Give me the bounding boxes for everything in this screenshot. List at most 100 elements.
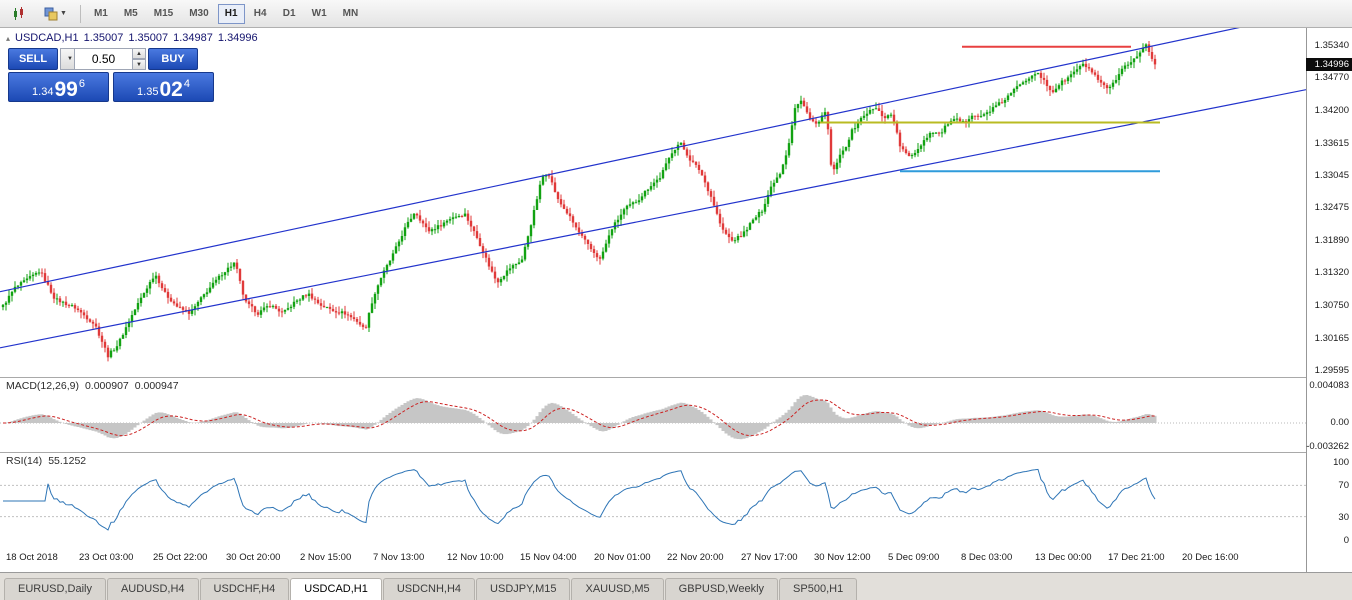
rsi-scale-30: 30 xyxy=(1338,512,1349,523)
lot-dropdown-icon[interactable]: ▼ xyxy=(60,48,75,70)
pane-separator[interactable] xyxy=(0,377,1352,378)
timeframe-m1-button[interactable]: M1 xyxy=(87,4,115,24)
time-axis-label: 30 Oct 20:00 xyxy=(226,552,281,563)
macd-pane[interactable] xyxy=(0,377,1306,452)
macd-label: MACD(12,26,9) xyxy=(6,380,79,392)
sell-price-big: 99 xyxy=(54,78,78,101)
time-axis-label: 20 Nov 01:00 xyxy=(594,552,651,563)
price-tick: 1.31320 xyxy=(1314,267,1349,278)
toolbar-separator xyxy=(79,4,81,23)
sell-price-prefix: 1.34 xyxy=(32,86,54,98)
buy-button[interactable]: BUY xyxy=(148,48,198,70)
tab-usdjpy-m15[interactable]: USDJPY,M15 xyxy=(476,578,571,600)
symbol-info-line: ▴ USDCAD,H1 1.35007 1.35007 1.34987 1.34… xyxy=(6,32,258,44)
macd-value-main: 0.000907 xyxy=(84,380,129,392)
one-click-trading-panel: SELL ▼ ▲ ▼ BUY 1.34 99 6 1.35 02 4 xyxy=(8,48,218,102)
tab-usdcad-h1[interactable]: USDCAD,H1 xyxy=(290,578,382,600)
buy-price-prefix: 1.35 xyxy=(137,86,159,98)
time-axis-label: 2 Nov 15:00 xyxy=(300,552,352,563)
timeframe-d1-button[interactable]: D1 xyxy=(276,4,303,24)
candlestick-chart-icon xyxy=(14,6,23,20)
main-chart-pane[interactable] xyxy=(0,28,1306,377)
chevron-down-icon: ▼ xyxy=(60,10,67,17)
one-click-panel-toggle-icon[interactable]: ▴ xyxy=(6,33,11,43)
tab-usdcnh-h4[interactable]: USDCNH,H4 xyxy=(382,578,476,600)
tab-eurusd-daily[interactable]: EURUSD,Daily xyxy=(4,578,106,600)
tab-sp500-h1[interactable]: SP500,H1 xyxy=(779,578,858,600)
time-axis-label: 8 Dec 03:00 xyxy=(961,552,1013,563)
rsi-pane[interactable] xyxy=(0,452,1306,547)
ohlc-open: 1.35007 xyxy=(83,32,124,44)
price-tick: 1.29595 xyxy=(1314,365,1349,376)
time-axis-label: 7 Nov 13:00 xyxy=(373,552,425,563)
lot-spin-down-icon[interactable]: ▼ xyxy=(133,59,146,70)
tab-usdchf-h4[interactable]: USDCHF,H4 xyxy=(199,578,290,600)
macd-label-line: MACD(12,26,9) 0.000907 0.000947 xyxy=(6,380,179,392)
buy-price-display[interactable]: 1.35 02 4 xyxy=(113,72,214,102)
price-tick: 1.34200 xyxy=(1314,105,1349,116)
toolbar: ▼ M1 M5 M15 M30 H1 H4 D1 W1 MN xyxy=(0,0,1352,28)
price-tick: 1.30165 xyxy=(1314,333,1349,344)
time-axis-label: 17 Dec 21:00 xyxy=(1108,552,1165,563)
timeframe-h4-button[interactable]: H4 xyxy=(247,4,274,24)
rsi-scale-100: 100 xyxy=(1333,457,1349,468)
buy-price-pip: 4 xyxy=(183,78,190,90)
rsi-label: RSI(14) xyxy=(6,455,43,467)
ohlc-close: 1.34996 xyxy=(217,32,258,44)
time-axis-label: 25 Oct 22:00 xyxy=(153,552,208,563)
lot-spin-up-icon[interactable]: ▲ xyxy=(133,48,146,59)
buy-price-big: 02 xyxy=(159,78,183,101)
pane-separator[interactable] xyxy=(0,452,1352,453)
rsi-scale-70: 70 xyxy=(1338,480,1349,491)
price-tick: 1.30750 xyxy=(1314,300,1349,311)
time-axis-label: 23 Oct 03:00 xyxy=(79,552,134,563)
macd-scale-max: 0.004083 xyxy=(1309,380,1349,391)
time-axis-label: 13 Dec 00:00 xyxy=(1035,552,1092,563)
sell-button[interactable]: SELL xyxy=(8,48,58,70)
timeframe-mn-button[interactable]: MN xyxy=(336,4,366,24)
chart-area: ▴ USDCAD,H1 1.35007 1.35007 1.34987 1.34… xyxy=(0,28,1352,600)
rsi-chart[interactable] xyxy=(0,452,1306,547)
chart-tab-bar: EURUSD,Daily AUDUSD,H4 USDCHF,H4 USDCAD,… xyxy=(0,572,1352,600)
rsi-scale-0: 0 xyxy=(1343,535,1349,546)
tab-gbpusd-weekly[interactable]: GBPUSD,Weekly xyxy=(664,578,779,600)
tab-xauusd-m5[interactable]: XAUUSD,M5 xyxy=(571,578,664,600)
time-axis-label: 22 Nov 20:00 xyxy=(667,552,724,563)
lot-size-input[interactable] xyxy=(75,48,133,70)
timeframe-m30-button[interactable]: M30 xyxy=(182,4,215,24)
price-tick: 1.32475 xyxy=(1314,202,1349,213)
timeframe-h1-button[interactable]: H1 xyxy=(217,3,245,24)
price-scale[interactable]: 1.35340 1.34770 1.34200 1.33615 1.33045 … xyxy=(1306,28,1352,572)
chart-style-icon xyxy=(44,7,58,20)
price-tick: 1.35340 xyxy=(1314,40,1349,51)
price-tick: 1.31890 xyxy=(1314,235,1349,246)
timeframe-m15-button[interactable]: M15 xyxy=(147,4,180,24)
macd-value-signal: 0.000947 xyxy=(134,380,179,392)
price-tick: 1.34770 xyxy=(1314,72,1349,83)
macd-scale-min: -0.003262 xyxy=(1306,441,1349,452)
price-tick: 1.33045 xyxy=(1314,170,1349,181)
timeframe-w1-button[interactable]: W1 xyxy=(305,4,334,24)
time-axis-label: 12 Nov 10:00 xyxy=(447,552,504,563)
chart-window-icon[interactable] xyxy=(5,3,35,25)
time-axis-label: 5 Dec 09:00 xyxy=(888,552,940,563)
time-axis-label: 18 Oct 2018 xyxy=(6,552,58,563)
macd-chart[interactable] xyxy=(0,377,1306,452)
ohlc-low: 1.34987 xyxy=(173,32,213,44)
macd-scale-zero: 0.00 xyxy=(1330,417,1350,428)
tab-audusd-h4[interactable]: AUDUSD,H4 xyxy=(106,578,199,600)
chart-style-button[interactable]: ▼ xyxy=(37,3,74,25)
time-axis-label: 20 Dec 16:00 xyxy=(1182,552,1239,563)
candlestick-chart[interactable] xyxy=(0,28,1306,377)
time-axis[interactable]: 18 Oct 2018 23 Oct 03:00 25 Oct 22:00 30… xyxy=(0,547,1306,572)
rsi-label-line: RSI(14) 55.1252 xyxy=(6,455,86,467)
price-tick: 1.33615 xyxy=(1314,138,1349,149)
time-axis-label: 30 Nov 12:00 xyxy=(814,552,871,563)
timeframe-m5-button[interactable]: M5 xyxy=(117,4,145,24)
current-price-badge: 1.34996 xyxy=(1306,58,1352,71)
rsi-value: 55.1252 xyxy=(48,455,87,467)
sell-price-pip: 6 xyxy=(78,78,85,90)
ohlc-high: 1.35007 xyxy=(128,32,169,44)
sell-price-display[interactable]: 1.34 99 6 xyxy=(8,72,109,102)
